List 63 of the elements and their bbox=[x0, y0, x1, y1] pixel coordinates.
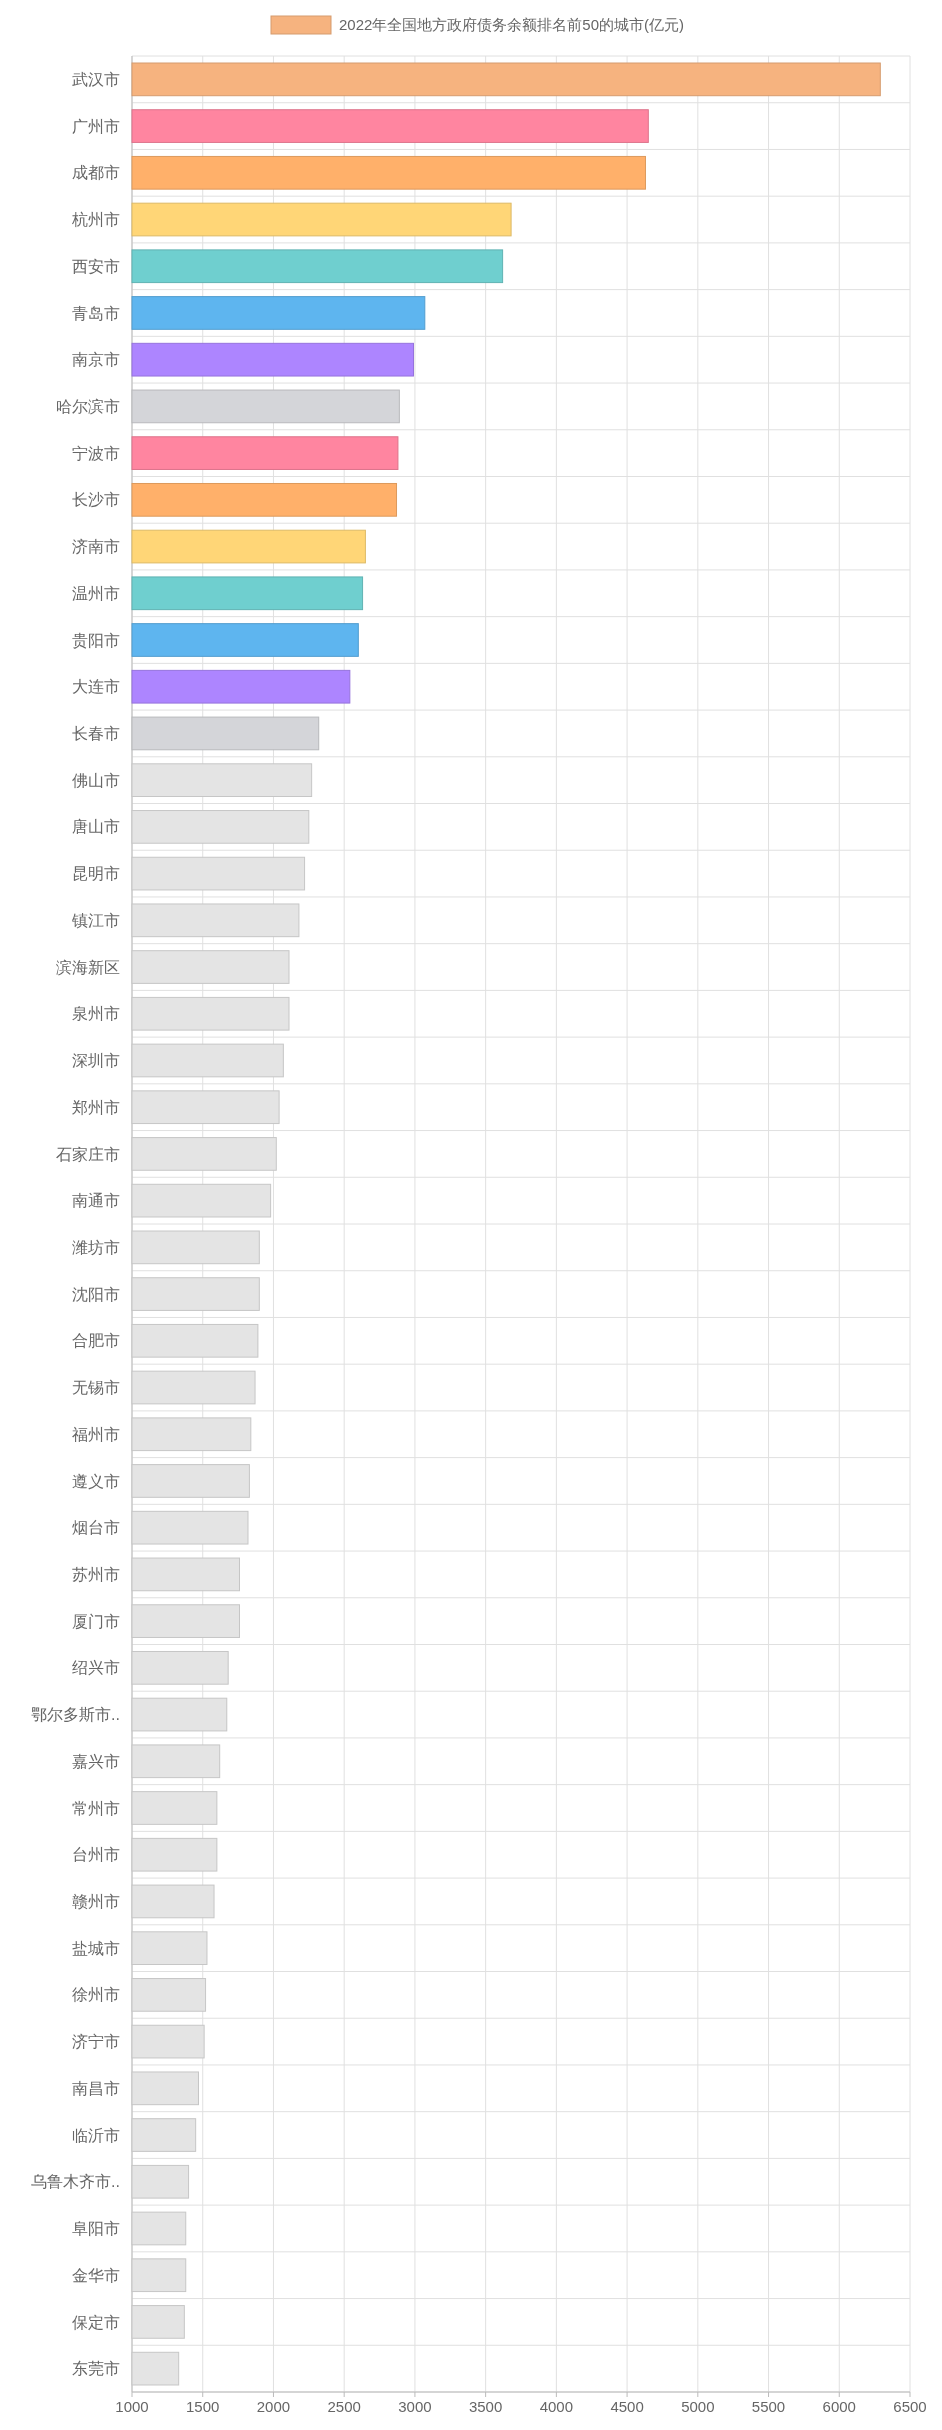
x-tick-label: 6500 bbox=[893, 2398, 927, 2415]
x-tick-label: 5000 bbox=[681, 2398, 715, 2415]
x-tick-label: 3000 bbox=[398, 2398, 432, 2415]
x-tick-label: 2500 bbox=[327, 2398, 361, 2415]
y-tick-label: 临沂市 bbox=[72, 2126, 120, 2144]
y-tick-label: 唐山市 bbox=[72, 818, 120, 836]
y-tick-label: 镇江市 bbox=[71, 911, 120, 929]
y-tick-label: 鄂尔多斯市.. bbox=[31, 1706, 120, 1724]
y-tick-label: 广州市 bbox=[72, 117, 120, 135]
y-tick-label: 南京市 bbox=[72, 351, 120, 369]
x-tick-label: 1000 bbox=[115, 2398, 149, 2415]
y-tick-label: 青岛市 bbox=[72, 304, 120, 322]
y-tick-label: 长春市 bbox=[72, 725, 120, 743]
y-tick-label: 深圳市 bbox=[72, 1052, 120, 1070]
y-tick-label: 昆明市 bbox=[72, 865, 120, 883]
y-tick-label: 郑州市 bbox=[72, 1098, 120, 1116]
y-tick-label: 济南市 bbox=[72, 538, 120, 556]
y-tick-label: 长沙市 bbox=[72, 491, 120, 509]
y-tick-label: 南昌市 bbox=[72, 2079, 120, 2097]
y-tick-label: 哈尔滨市 bbox=[56, 398, 120, 415]
y-tick-label: 沈阳市 bbox=[72, 1285, 120, 1303]
y-tick-label: 西安市 bbox=[72, 257, 120, 275]
y-tick-label: 合肥市 bbox=[72, 1332, 120, 1350]
y-tick-label: 烟台市 bbox=[72, 1519, 120, 1537]
y-tick-label: 苏州市 bbox=[72, 1566, 120, 1583]
legend-label: 2022年全国地方政府债务余额排名前50的城市(亿元) bbox=[339, 16, 685, 34]
x-tick-label: 2000 bbox=[256, 2398, 291, 2415]
y-tick-label: 宁波市 bbox=[72, 444, 120, 462]
x-tick-label: 1500 bbox=[186, 2398, 220, 2415]
y-tick-label: 济宁市 bbox=[72, 2033, 120, 2051]
y-tick-label: 绍兴市 bbox=[72, 1659, 120, 1677]
y-tick-label: 贵阳市 bbox=[72, 631, 120, 649]
y-tick-label: 嘉兴市 bbox=[72, 1752, 120, 1770]
y-tick-label: 石家庄市 bbox=[56, 1145, 120, 1163]
y-tick-label: 台州市 bbox=[72, 1846, 120, 1864]
y-tick-label: 泉州市 bbox=[72, 1005, 120, 1023]
y-tick-label: 杭州市 bbox=[71, 211, 120, 229]
y-tick-label: 无锡市 bbox=[72, 1379, 120, 1397]
y-tick-label: 潍坊市 bbox=[72, 1238, 120, 1256]
y-tick-label: 武汉市 bbox=[72, 70, 120, 88]
x-tick-label: 4500 bbox=[610, 2398, 644, 2415]
y-tick-label: 温州市 bbox=[72, 584, 120, 602]
y-tick-label: 福州市 bbox=[72, 1425, 120, 1443]
y-tick-label: 东莞市 bbox=[72, 2360, 120, 2378]
x-tick-label: 5500 bbox=[751, 2398, 786, 2415]
y-tick-label: 佛山市 bbox=[72, 771, 120, 789]
x-tick-label: 3500 bbox=[468, 2398, 503, 2415]
y-tick-label: 滨海新区 bbox=[56, 958, 120, 976]
y-tick-label: 保定市 bbox=[72, 2313, 120, 2331]
x-tick-label: 4000 bbox=[539, 2398, 574, 2415]
y-tick-label: 厦门市 bbox=[72, 1612, 120, 1630]
y-tick-label: 盐城市 bbox=[72, 1939, 120, 1957]
y-tick-label: 南通市 bbox=[72, 1192, 120, 1210]
y-tick-label: 大连市 bbox=[72, 678, 120, 696]
y-tick-label: 阜阳市 bbox=[72, 2220, 120, 2238]
y-tick-label: 成都市 bbox=[72, 164, 120, 182]
y-tick-label: 遵义市 bbox=[72, 1472, 120, 1490]
y-tick-label: 赣州市 bbox=[72, 1893, 120, 1911]
y-tick-label: 金华市 bbox=[72, 2266, 120, 2284]
y-tick-label: 徐州市 bbox=[72, 1986, 120, 2004]
x-tick-label: 6000 bbox=[822, 2398, 856, 2415]
y-tick-label: 乌鲁木齐市.. bbox=[31, 2173, 120, 2191]
y-tick-label: 常州市 bbox=[72, 1799, 120, 1817]
